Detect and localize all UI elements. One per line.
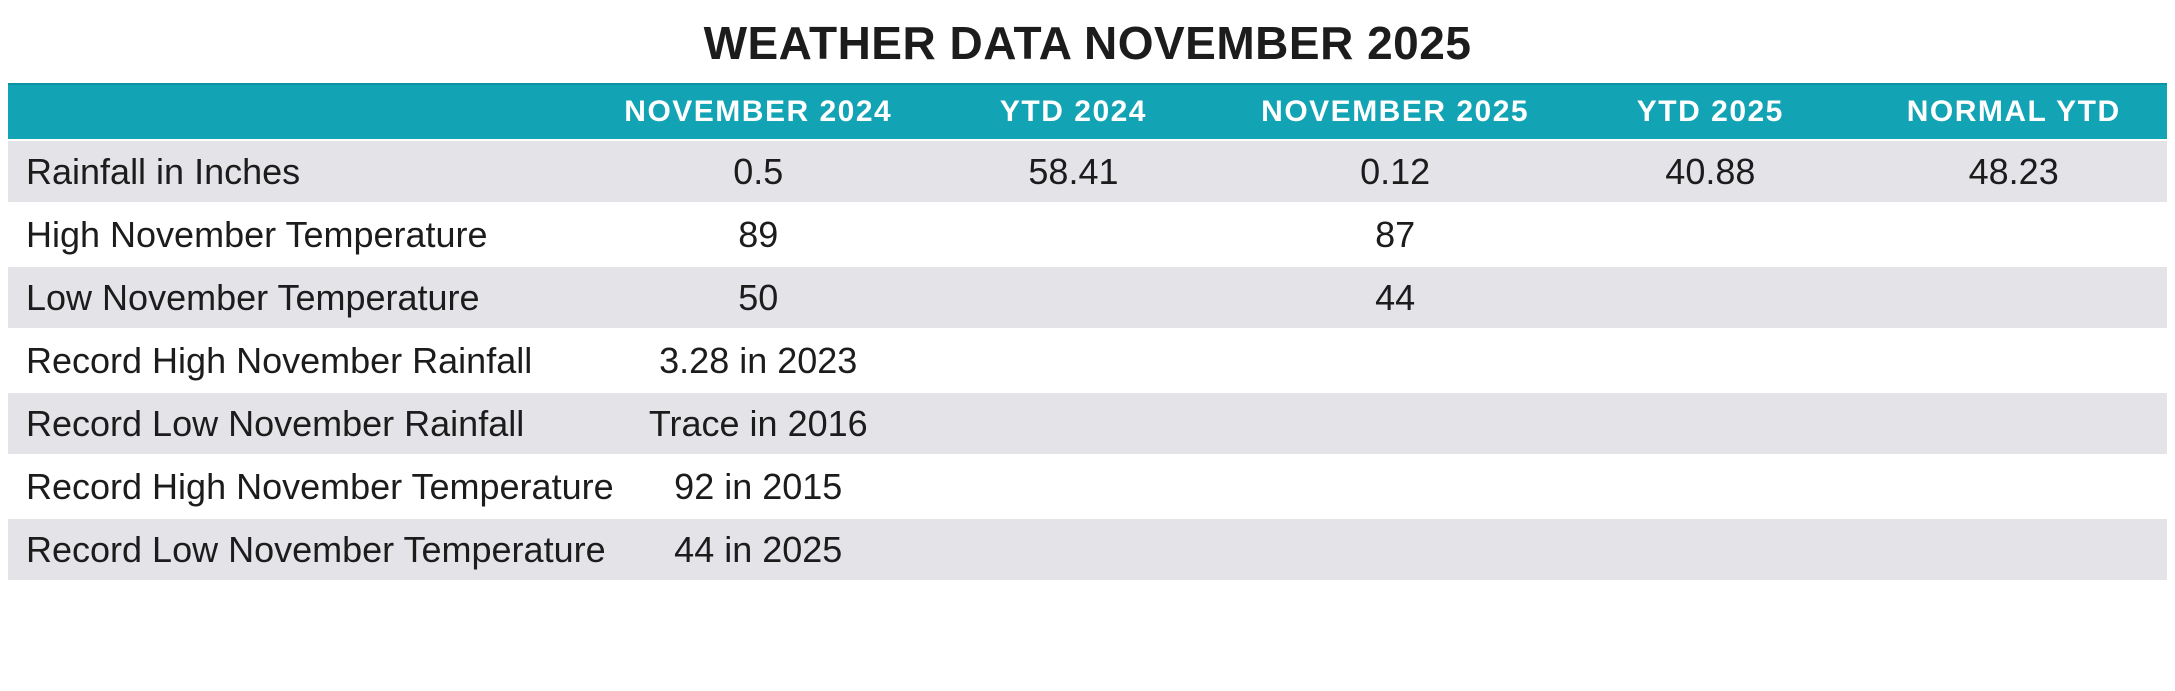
table-body: Rainfall in Inches 0.5 58.41 0.12 40.88 …	[8, 140, 2167, 582]
row-label: Rainfall in Inches	[8, 140, 600, 204]
cell-value	[1229, 455, 1561, 519]
table-row-record-high-rainfall: Record High November Rainfall 3.28 in 20…	[8, 329, 2167, 393]
column-header-blank	[8, 83, 600, 141]
column-header-ytd-2024: YTD 2024	[916, 83, 1230, 141]
cell-value: 48.23	[1860, 140, 2167, 204]
cell-value	[916, 266, 1230, 330]
cell-value	[1560, 203, 1861, 267]
cell-value	[1560, 518, 1861, 582]
cell-value: 0.5	[599, 140, 917, 204]
column-header-november-2025: NOVEMBER 2025	[1229, 83, 1561, 141]
cell-value	[1860, 203, 2167, 267]
cell-value: 40.88	[1560, 140, 1861, 204]
table-row-low-temp: Low November Temperature 50 44	[8, 266, 2167, 330]
cell-value	[1860, 518, 2167, 582]
cell-value	[1229, 329, 1561, 393]
cell-value	[916, 392, 1230, 456]
row-label: Record High November Rainfall	[8, 329, 600, 393]
table-row-record-low-rainfall: Record Low November Rainfall Trace in 20…	[8, 392, 2167, 456]
cell-value: 44	[1229, 266, 1561, 330]
cell-value	[1860, 266, 2167, 330]
cell-value: 0.12	[1229, 140, 1561, 204]
column-header-ytd-2025: YTD 2025	[1560, 83, 1861, 141]
cell-value: 58.41	[916, 140, 1230, 204]
cell-value	[1229, 392, 1561, 456]
table-row-record-high-temp: Record High November Temperature 92 in 2…	[8, 455, 2167, 519]
cell-value	[1560, 329, 1861, 393]
cell-value	[916, 329, 1230, 393]
weather-table: NOVEMBER 2024 YTD 2024 NOVEMBER 2025 YTD…	[8, 83, 2167, 582]
cell-value: Trace in 2016	[599, 392, 917, 456]
table-row-record-low-temp: Record Low November Temperature 44 in 20…	[8, 518, 2167, 582]
cell-value	[1860, 392, 2167, 456]
row-label: Record Low November Temperature	[8, 518, 606, 582]
row-label: Record Low November Rainfall	[8, 392, 600, 456]
column-header-normal-ytd: NORMAL YTD	[1860, 83, 2167, 141]
table-row-rainfall: Rainfall in Inches 0.5 58.41 0.12 40.88 …	[8, 140, 2167, 204]
cell-value: 92 in 2015	[599, 455, 917, 519]
cell-value	[1560, 455, 1861, 519]
header-row: NOVEMBER 2024 YTD 2024 NOVEMBER 2025 YTD…	[8, 83, 2167, 141]
cell-value: 3.28 in 2023	[599, 329, 917, 393]
cell-value	[1560, 266, 1861, 330]
column-header-november-2024: NOVEMBER 2024	[599, 83, 917, 141]
row-label: Low November Temperature	[8, 266, 600, 330]
cell-value	[1229, 518, 1561, 582]
cell-value	[1860, 455, 2167, 519]
cell-value: 89	[599, 203, 917, 267]
table-row-high-temp: High November Temperature 89 87	[8, 203, 2167, 267]
row-label: High November Temperature	[8, 203, 600, 267]
cell-value: 50	[599, 266, 917, 330]
cell-value	[916, 203, 1230, 267]
table-header: NOVEMBER 2024 YTD 2024 NOVEMBER 2025 YTD…	[8, 83, 2167, 141]
row-label: Record High November Temperature	[8, 455, 614, 519]
cell-value	[916, 518, 1230, 582]
page-title: WEATHER DATA NOVEMBER 2025	[703, 17, 1472, 69]
cell-value	[916, 455, 1230, 519]
cell-value	[1860, 329, 2167, 393]
cell-value: 87	[1229, 203, 1561, 267]
cell-value	[1560, 392, 1861, 456]
cell-value: 44 in 2025	[599, 518, 917, 582]
